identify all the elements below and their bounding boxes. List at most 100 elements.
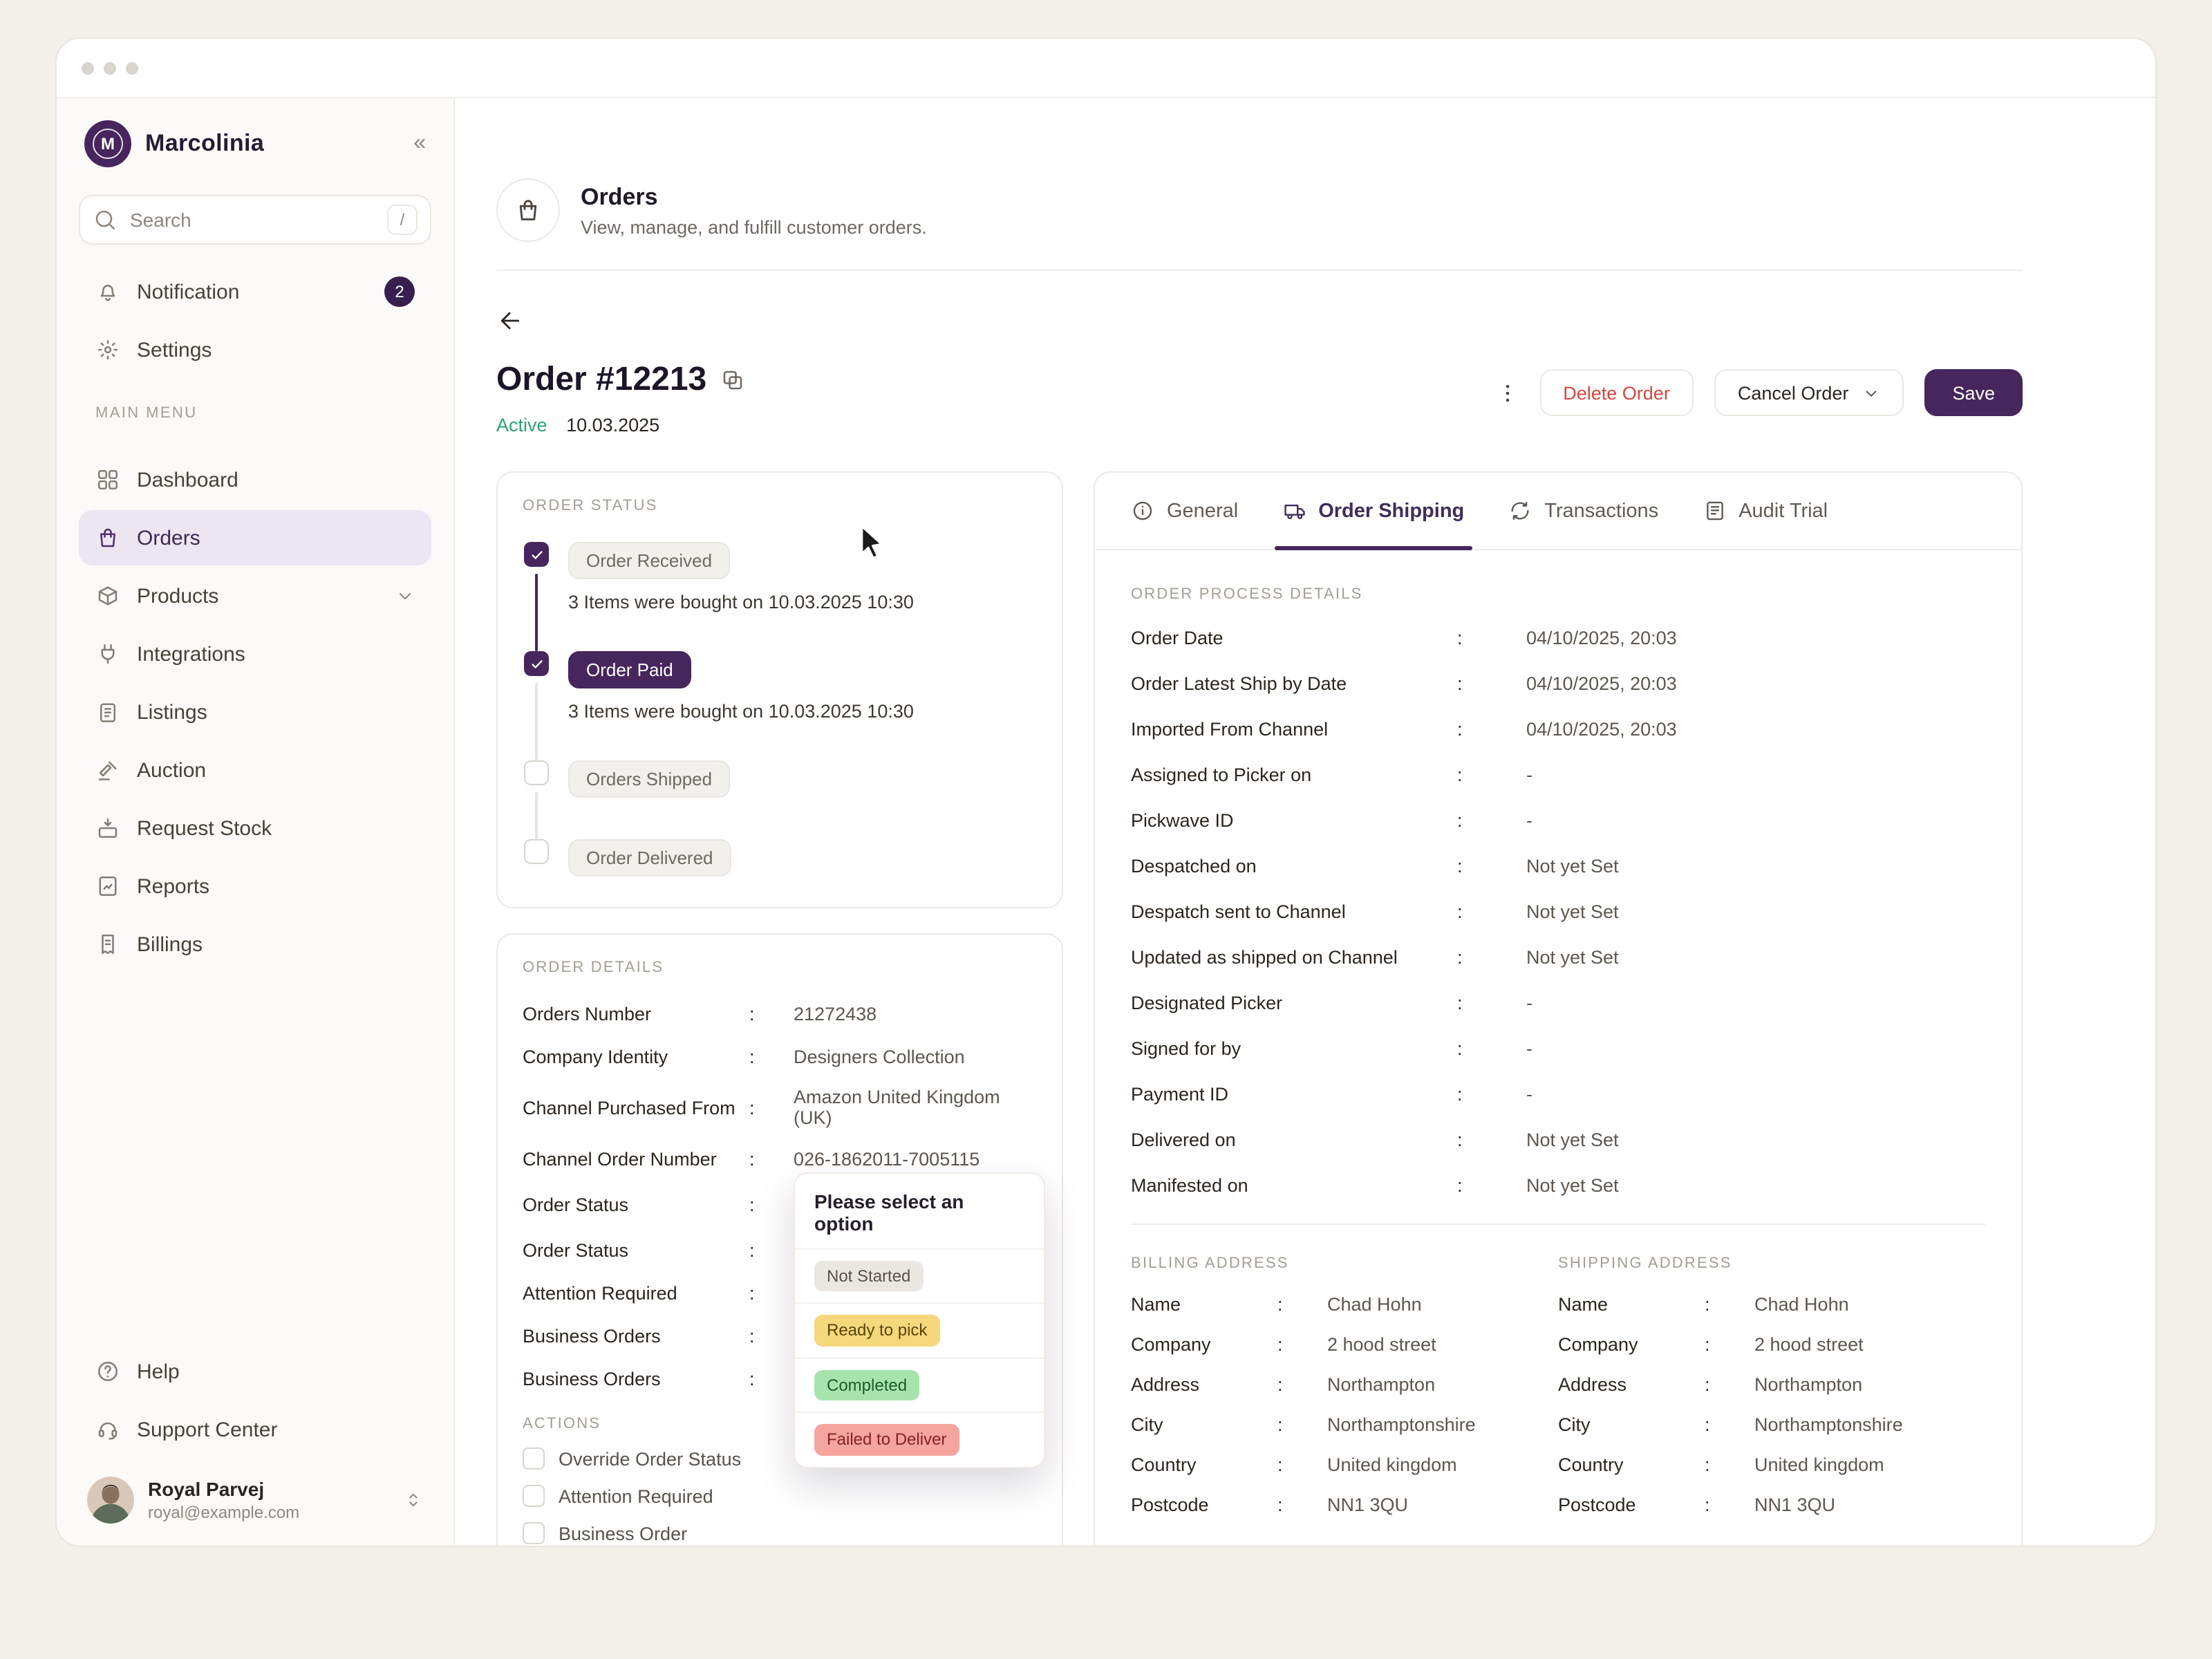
attention-required-checkbox[interactable]	[523, 1485, 545, 1508]
address-value: Chad Hohn	[1327, 1294, 1422, 1315]
sidebar-item-support-center[interactable]: Support Center	[79, 1402, 431, 1457]
sidebar-item-label: Billings	[137, 932, 203, 956]
gear-icon	[97, 339, 118, 360]
order-status-card: ORDER STATUS Order Received 3	[496, 471, 1063, 908]
integrations-plug-icon	[101, 644, 115, 664]
address-label: Postcode	[1131, 1494, 1209, 1515]
process-value: Not yet Set	[1526, 1175, 1619, 1196]
process-value: Not yet Set	[1526, 901, 1619, 922]
order-paid-checkbox[interactable]	[524, 651, 549, 676]
window-control-dot[interactable]	[126, 62, 138, 74]
process-details-title: ORDER PROCESS DETAILS	[1131, 586, 1363, 603]
address-label: Company	[1558, 1334, 1638, 1355]
process-value: 04/10/2025, 20:03	[1526, 628, 1677, 648]
window-control-dot[interactable]	[104, 62, 116, 74]
step-note: 3 Items were bought on 10.03.2025 10:30	[568, 592, 914, 612]
option-badge: Failed to Deliver	[814, 1424, 959, 1456]
sidebar-item-integrations[interactable]: Integrations	[79, 626, 431, 682]
copy-icon[interactable]	[720, 368, 745, 393]
detail-label: Orders Number	[523, 1003, 652, 1024]
sidebar-section-label: MAIN MENU	[95, 405, 198, 422]
kebab-menu-icon[interactable]	[1495, 381, 1519, 404]
tab-label: Transactions	[1544, 500, 1659, 522]
order-received-checkbox[interactable]	[524, 542, 549, 567]
detail-tabs: General Order Shipping Transactions	[1095, 473, 2021, 550]
process-value: Not yet Set	[1526, 856, 1619, 877]
process-label: Designated Picker	[1131, 993, 1283, 1013]
action-label: Override Order Status	[559, 1448, 742, 1470]
address-label: Name	[1131, 1294, 1181, 1315]
address-label: Address	[1558, 1374, 1627, 1395]
tab-general[interactable]: General	[1109, 473, 1260, 549]
sort-chevrons-icon[interactable]	[404, 1489, 423, 1511]
delete-order-button[interactable]: Delete Order	[1539, 369, 1694, 416]
sidebar-item-products[interactable]: Products	[79, 568, 431, 624]
user-profile[interactable]: Royal Parvej royal@example.com	[79, 1460, 431, 1526]
sidebar-item-label: Reports	[137, 874, 210, 898]
brand-logo: M	[84, 120, 131, 167]
dropdown-option-ready-to-pick[interactable]: Ready to pick	[795, 1302, 1044, 1358]
address-value: United kingdom	[1327, 1454, 1457, 1475]
sidebar-item-settings[interactable]: Settings	[79, 322, 431, 377]
process-row: Designated Picker -	[1131, 993, 1985, 1013]
sidebar-item-help[interactable]: Help	[79, 1344, 431, 1399]
dropdown-title: Please select an option	[814, 1190, 964, 1235]
search-box[interactable]: /	[79, 195, 431, 245]
dashboard-grid-icon	[97, 469, 118, 490]
sidebar-item-dashboard[interactable]: Dashboard	[79, 452, 431, 507]
dropdown-option-not-started[interactable]: Not Started	[795, 1248, 1044, 1303]
user-email: royal@example.com	[148, 1503, 300, 1522]
step-connector	[535, 792, 538, 839]
cancel-order-button[interactable]: Cancel Order	[1714, 369, 1904, 416]
step-connector	[535, 683, 538, 760]
detail-label: Company Identity	[523, 1046, 668, 1067]
user-name: Royal Parvej	[148, 1478, 265, 1500]
process-value: -	[1526, 1084, 1533, 1105]
order-detail-panel: General Order Shipping Transactions	[1094, 471, 2023, 1546]
search-shortcut-badge: /	[387, 205, 418, 235]
back-arrow-icon[interactable]	[496, 307, 524, 335]
detail-row: Company Identity Designers Collection	[523, 1044, 1037, 1069]
process-value: -	[1526, 765, 1533, 785]
process-row: Order Date 04/10/2025, 20:03	[1131, 628, 1985, 648]
sidebar-item-label: Orders	[137, 526, 200, 550]
address-value: Northampton	[1327, 1374, 1436, 1395]
tab-order-shipping[interactable]: Order Shipping	[1260, 473, 1486, 550]
sidebar-item-label: Help	[137, 1360, 180, 1383]
process-label: Signed for by	[1131, 1038, 1241, 1059]
address-row: Country United kingdom	[1558, 1454, 1985, 1475]
address-label: Postcode	[1558, 1494, 1636, 1515]
business-order-checkbox[interactable]	[523, 1522, 545, 1545]
process-row: Assigned to Picker on -	[1131, 765, 1985, 785]
orders-shipped-checkbox[interactable]	[524, 760, 549, 785]
process-label: Pickwave ID	[1131, 810, 1234, 831]
sidebar-item-request-stock[interactable]: Request Stock	[79, 800, 431, 856]
search-input[interactable]	[130, 209, 375, 231]
action-label: Attention Required	[559, 1485, 713, 1507]
brand-logo-letter: M	[93, 129, 123, 159]
dropdown-option-failed-to-deliver[interactable]: Failed to Deliver	[795, 1412, 1044, 1466]
dropdown-option-completed[interactable]: Completed	[795, 1357, 1044, 1412]
tab-audit-trial[interactable]: Audit Trial	[1680, 473, 1850, 549]
process-value: -	[1526, 1038, 1533, 1059]
process-value: 04/10/2025, 20:03	[1526, 719, 1677, 740]
order-delivered-checkbox[interactable]	[524, 839, 549, 864]
process-value: Not yet Set	[1526, 947, 1619, 968]
sidebar-item-notification[interactable]: Notification 2	[79, 264, 431, 319]
sidebar-item-auction[interactable]: Auction	[79, 742, 431, 798]
sidebar-item-reports[interactable]: Reports	[79, 859, 431, 914]
window-control-dot[interactable]	[82, 62, 94, 74]
order-step-received: Order Received 3 Items were bought on 10…	[523, 542, 1037, 651]
tab-transactions[interactable]: Transactions	[1486, 473, 1680, 549]
action-attention-required: Attention Required	[523, 1485, 1037, 1508]
address-label: Company	[1131, 1334, 1211, 1355]
sidebar-item-billings[interactable]: Billings	[79, 917, 431, 972]
option-badge: Not Started	[814, 1261, 924, 1292]
save-button[interactable]: Save	[1924, 369, 2023, 416]
collapse-sidebar-icon[interactable]: «	[413, 131, 426, 155]
override-order-status-checkbox[interactable]	[523, 1447, 545, 1470]
sidebar-item-orders[interactable]: Orders	[79, 510, 431, 565]
process-row: Order Latest Ship by Date 04/10/2025, 20:…	[1131, 673, 1985, 694]
order-step-shipped: Orders Shipped	[523, 760, 1037, 839]
sidebar-item-listings[interactable]: Listings	[79, 684, 431, 740]
